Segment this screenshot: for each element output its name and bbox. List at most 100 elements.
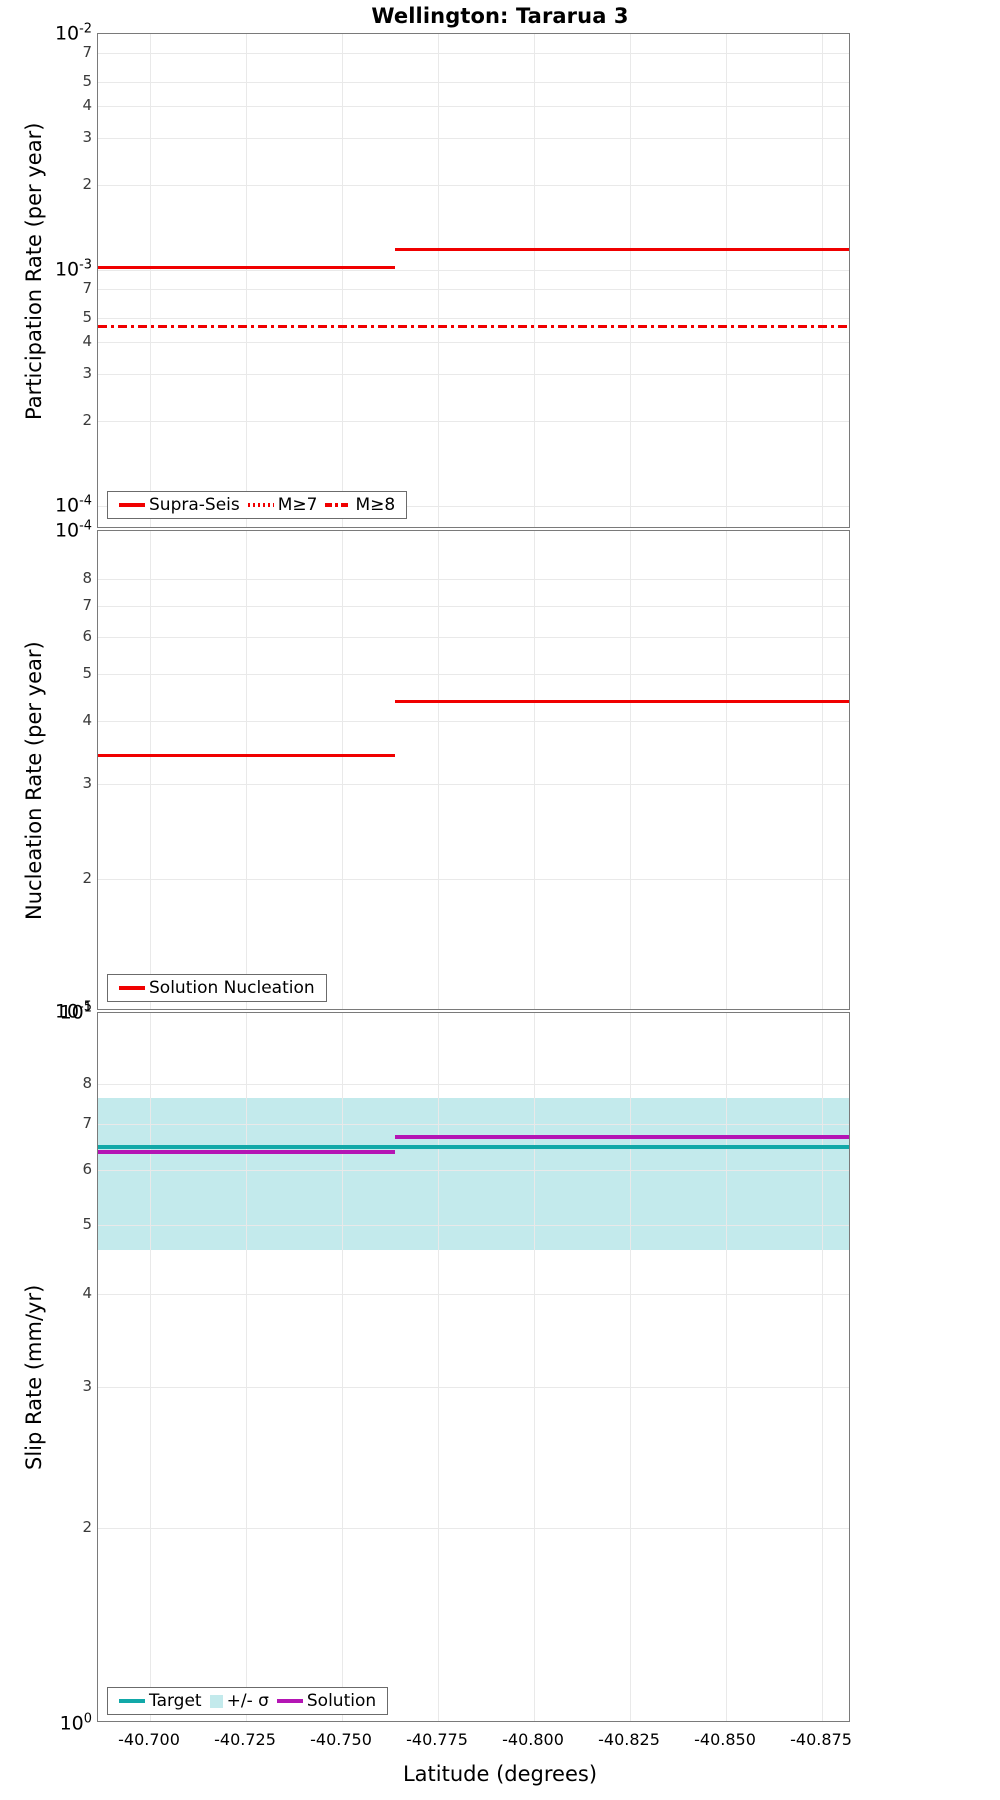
- legend-item-solution[interactable]: Solution: [273, 1691, 380, 1711]
- legend-line-solution-nucleation-icon: [119, 986, 145, 990]
- y-tick-minor: 3: [82, 1377, 92, 1395]
- slip-rate-y-axis-title: Slip Rate (mm/yr): [22, 1284, 46, 1470]
- y-tick-minor: 5: [82, 308, 92, 326]
- page-title: Wellington: Tararua 3: [371, 4, 629, 28]
- legend-label: +/- σ: [226, 1691, 269, 1711]
- y-tick-major: 100: [59, 1711, 92, 1735]
- gridline-h: [98, 1225, 849, 1226]
- legend-item-target[interactable]: Target: [115, 1691, 206, 1711]
- y-tick-minor: 3: [82, 128, 92, 146]
- legend-item-supra-seis[interactable]: Supra-Seis: [115, 495, 244, 515]
- legend-label: Solution Nucleation: [149, 978, 315, 998]
- gridline-v: [150, 1013, 151, 1721]
- y-tick-minor: 5: [82, 1215, 92, 1233]
- series-solution-segment-1: [98, 1150, 395, 1154]
- gridline-v: [630, 531, 631, 1009]
- series-solution-segment-2: [395, 1135, 849, 1139]
- gridline-h: [98, 506, 849, 507]
- gridline-h: [98, 1124, 849, 1125]
- legend-line-solution-icon: [276, 1699, 303, 1703]
- gridline-h: [98, 579, 849, 580]
- sigma-band: [98, 1098, 849, 1250]
- gridline-v: [630, 1013, 631, 1721]
- legend-line-supra-seis-icon: [119, 503, 145, 507]
- gridline-h: [98, 106, 849, 107]
- slip-rate-panel: Target +/- σ Solution: [97, 1012, 850, 1722]
- gridline-v: [726, 34, 727, 527]
- y-tick-minor: 5: [82, 72, 92, 90]
- gridline-v: [438, 1013, 439, 1721]
- gridline-v: [534, 1013, 535, 1721]
- gridline-h: [98, 1387, 849, 1388]
- y-tick-minor: 8: [82, 569, 92, 587]
- gridline-v: [438, 34, 439, 527]
- series-target-line: [98, 1145, 849, 1149]
- series-m8-line: [98, 325, 849, 328]
- nucleation-legend: Solution Nucleation: [107, 974, 327, 1002]
- y-tick-minor: 4: [82, 1284, 92, 1302]
- x-tick-label: -40.800: [502, 1730, 564, 1749]
- gridline-v: [726, 531, 727, 1009]
- gridline-h: [98, 185, 849, 186]
- gridline-v: [246, 34, 247, 527]
- gridline-v: [534, 531, 535, 1009]
- legend-item-solution-nucleation[interactable]: Solution Nucleation: [115, 978, 319, 998]
- participation-y-axis-title: Participation Rate (per year): [22, 122, 46, 420]
- gridline-h: [98, 289, 849, 290]
- legend-item-m8[interactable]: M≥8: [321, 495, 399, 515]
- y-tick-minor: 2: [82, 1518, 92, 1536]
- gridline-h: [98, 374, 849, 375]
- slip-rate-legend: Target +/- σ Solution: [107, 1687, 389, 1715]
- legend-item-m7[interactable]: M≥7: [244, 495, 322, 515]
- y-tick-minor: 7: [82, 596, 92, 614]
- legend-line-target-icon: [119, 1699, 145, 1703]
- gridline-v: [342, 34, 343, 527]
- y-tick-minor: 4: [82, 96, 92, 114]
- series-solution-nucleation-segment-2: [395, 700, 849, 703]
- y-tick-minor: 3: [82, 364, 92, 382]
- slip-rate-plot-area: [98, 1013, 849, 1721]
- y-tick-minor: 7: [82, 1114, 92, 1132]
- nucleation-y-axis-title: Nucleation Rate (per year): [22, 641, 46, 920]
- legend-item-sigma[interactable]: +/- σ: [206, 1691, 273, 1711]
- x-tick-label: -40.700: [118, 1730, 180, 1749]
- gridline-v: [150, 34, 151, 527]
- legend-label: Target: [149, 1691, 202, 1711]
- y-tick-minor: 5: [82, 664, 92, 682]
- gridline-h: [98, 270, 849, 271]
- gridline-v: [822, 531, 823, 1009]
- legend-label: M≥8: [355, 495, 396, 515]
- gridline-h: [98, 1528, 849, 1529]
- x-axis-title: Latitude (degrees): [402, 1762, 598, 1786]
- y-tick-minor: 7: [82, 43, 92, 61]
- series-solution-nucleation-segment-1: [98, 754, 395, 757]
- y-tick-major: 10-4: [54, 518, 92, 542]
- gridline-h: [98, 674, 849, 675]
- participation-plot-area: [98, 34, 849, 527]
- gridline-h: [98, 879, 849, 880]
- series-m7-segment-2: [395, 248, 849, 251]
- x-tick-label: -40.875: [790, 1730, 852, 1749]
- participation-legend: Supra-Seis M≥7 M≥8: [107, 491, 408, 519]
- y-tick-minor: 3: [82, 774, 92, 792]
- y-tick-major: 10-2: [54, 21, 92, 45]
- y-tick-minor: 4: [82, 332, 92, 350]
- gridline-v: [822, 1013, 823, 1721]
- nucleation-plot-area: [98, 531, 849, 1009]
- y-tick-minor: 6: [82, 1160, 92, 1178]
- gridline-v: [822, 34, 823, 527]
- gridline-v: [246, 531, 247, 1009]
- gridline-h: [98, 1084, 849, 1085]
- gridline-h: [98, 318, 849, 319]
- legend-line-m7-icon: [247, 503, 274, 507]
- gridline-v: [246, 1013, 247, 1721]
- gridline-h: [98, 1170, 849, 1171]
- gridline-v: [726, 1013, 727, 1721]
- y-tick-major: 101: [59, 1000, 92, 1024]
- gridline-v: [150, 531, 151, 1009]
- gridline-v: [342, 1013, 343, 1721]
- y-tick-minor: 8: [82, 1074, 92, 1092]
- x-tick-label: -40.725: [214, 1730, 276, 1749]
- series-m7-segment-1: [98, 266, 395, 269]
